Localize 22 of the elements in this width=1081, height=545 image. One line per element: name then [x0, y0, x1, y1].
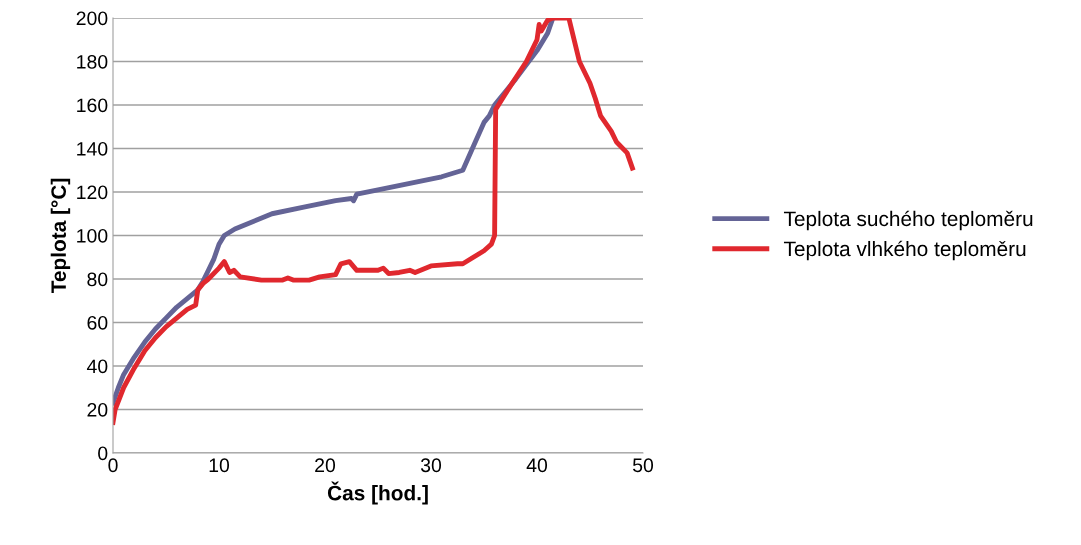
y-tick-label: 200 — [76, 11, 108, 26]
y-tick-label: 60 — [87, 315, 108, 330]
x-tick-label: 20 — [315, 458, 336, 473]
y-tick-label: 40 — [86, 359, 108, 374]
y-tick-label: 0 — [98, 446, 108, 461]
y-tick-label: 20 — [87, 402, 108, 417]
y-axis-title: Teplota [°C] — [50, 178, 71, 294]
x-tick-label: 0 — [108, 458, 118, 473]
line-series — [113, 18, 635, 425]
x-tick-label: 10 — [209, 458, 230, 473]
y-tick-label: 80 — [87, 272, 108, 287]
x-tick-label: 40 — [526, 458, 548, 473]
y-tick-label: 160 — [77, 98, 108, 113]
y-tick-label: 180 — [77, 54, 108, 69]
y-tick-label: 100 — [77, 228, 108, 243]
y-tick-label: 120 — [77, 185, 108, 200]
legend-label: Teplota vlhkého teploměru — [783, 240, 1026, 261]
legend-label: Teplota suchého teploměru — [783, 210, 1033, 231]
y-tick-label: 140 — [77, 141, 108, 156]
x-axis-title: Čas [hod.] — [327, 481, 428, 505]
x-tick-label: 50 — [632, 458, 654, 473]
x-tick-label: 30 — [420, 458, 442, 473]
